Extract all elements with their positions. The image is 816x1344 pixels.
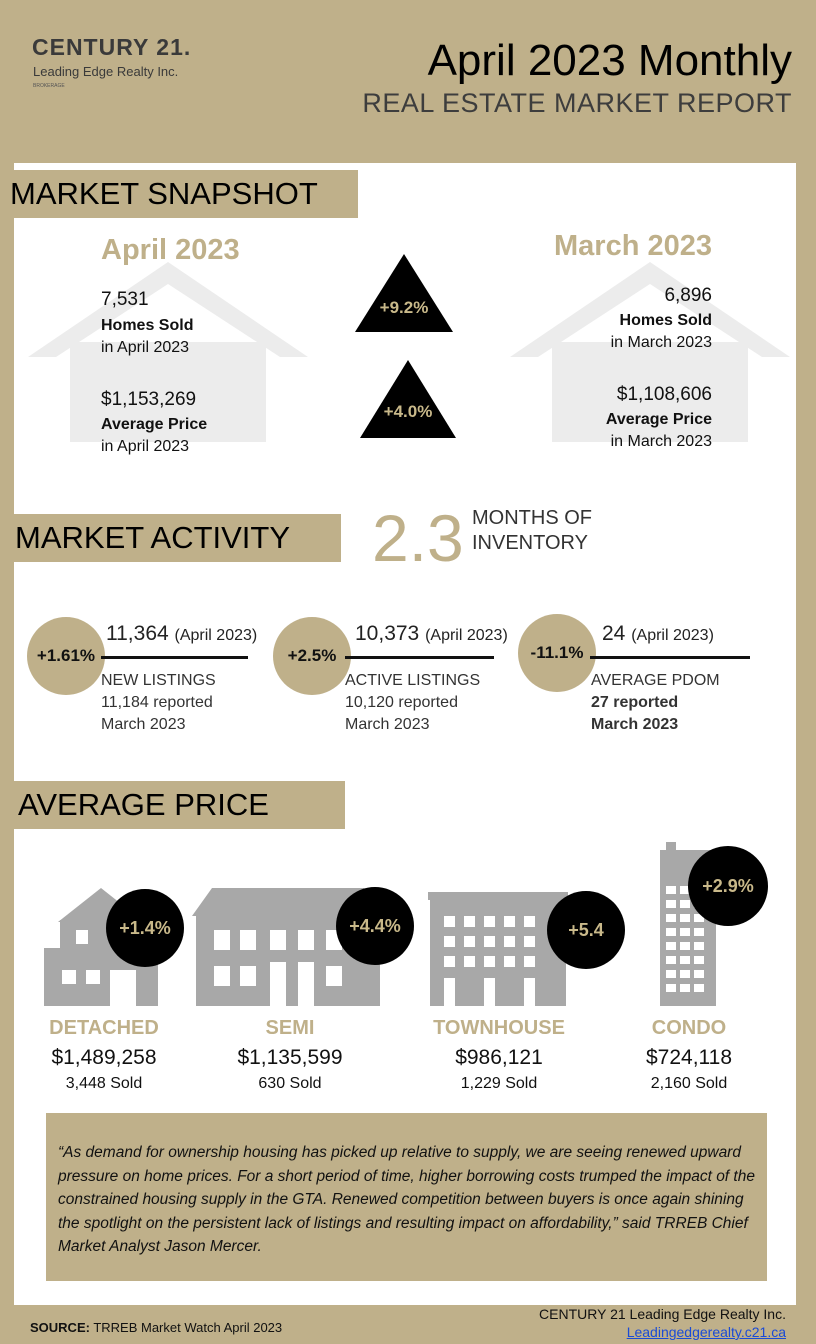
category-sold-semi: 630 Sold <box>258 1075 322 1092</box>
divider <box>590 656 750 659</box>
homes-sold-period: in April 2023 <box>101 339 190 356</box>
new-listings-label: NEW LISTINGS 11,184 reported March 2023 <box>101 670 216 736</box>
average-pdom-value: 24 (April 2023) <box>602 622 714 646</box>
change-circle-new-listings: +1.61% <box>27 617 105 695</box>
homes-sold-period: in March 2023 <box>610 334 712 351</box>
category-name-condo: CONDO <box>651 1017 727 1039</box>
change-circle-average-pdom: -11.1% <box>518 614 596 692</box>
new-listings-prev-period: March 2023 <box>101 716 186 733</box>
analyst-quote: “As demand for ownership housing has pic… <box>46 1113 767 1281</box>
change-circle-condo: +2.9% <box>688 846 768 926</box>
current-month-heading: April 2023 <box>101 234 240 266</box>
category-price-townhouse: $986,121 <box>455 1046 543 1069</box>
semi-house-icon <box>192 888 384 1006</box>
section-tab-market-activity: MARKET ACTIVITY <box>0 514 341 562</box>
moi-label-line-2: INVENTORY <box>472 532 588 554</box>
new-listings-prev: 11,184 reported <box>101 694 213 711</box>
change-homes-sold: +9.2% <box>379 298 429 317</box>
source-text: TRREB Market Watch April 2023 <box>89 1320 283 1335</box>
footer-website-link[interactable]: Leadingedgerealty.c21.ca <box>626 1324 786 1340</box>
average-pdom-label: AVERAGE PDOM 27 reported March 2023 <box>591 670 720 736</box>
active-listings-period: (April 2023) <box>425 627 508 644</box>
category-name-semi: SEMI <box>265 1017 315 1039</box>
category-price-condo: $724,118 <box>645 1046 733 1069</box>
up-triangle-icon <box>360 360 456 438</box>
avg-price-current: $1,153,269 <box>101 389 197 410</box>
average-pdom-number: 24 <box>602 622 626 645</box>
house-icon <box>510 262 790 442</box>
logo-wordmark: CENTURY 21. <box>32 34 192 60</box>
active-listings-value: 10,373 (April 2023) <box>355 622 508 646</box>
avg-price-label: Average Price <box>605 411 712 428</box>
change-circle-townhouse: +5.4 <box>547 891 625 969</box>
up-triangle-icon <box>355 254 453 332</box>
source-label: SOURCE: <box>30 1320 90 1335</box>
homes-sold-previous: 6,896 <box>664 285 712 306</box>
report-title: April 2023 Monthly <box>427 36 792 85</box>
average-pdom-period: (April 2023) <box>631 627 714 644</box>
average-pdom-title: AVERAGE PDOM <box>591 672 720 689</box>
category-name-detached: DETACHED <box>49 1017 159 1039</box>
active-listings-title: ACTIVE LISTINGS <box>345 672 481 689</box>
logo-brokerage: BROKERAGE <box>33 83 65 89</box>
logo-subtitle: Leading Edge Realty Inc. <box>33 64 179 79</box>
homes-sold-label: Homes Sold <box>619 312 712 329</box>
change-circle-active-listings: +2.5% <box>273 617 351 695</box>
category-price-detached: $1,489,258 <box>51 1046 157 1069</box>
category-sold-condo: 2,160 Sold <box>650 1075 728 1092</box>
avg-price-period: in April 2023 <box>101 438 190 455</box>
average-pdom-prev-period: March 2023 <box>591 716 679 733</box>
avg-price-label: Average Price <box>101 416 208 433</box>
months-of-inventory-label: MONTHS OF INVENTORY <box>472 506 612 556</box>
category-sold-townhouse: 1,229 Sold <box>460 1075 538 1092</box>
footer-company: CENTURY 21 Leading Edge Realty Inc. <box>539 1306 786 1322</box>
new-listings-period: (April 2023) <box>174 627 258 644</box>
months-of-inventory-value: 2.3 <box>372 501 464 575</box>
divider <box>101 656 248 659</box>
change-avg-price: +4.0% <box>383 402 433 421</box>
change-circle-detached: +1.4% <box>106 889 184 967</box>
new-listings-title: NEW LISTINGS <box>101 672 216 689</box>
avg-price-previous: $1,108,606 <box>616 384 712 405</box>
category-sold-detached: 3,448 Sold <box>65 1075 143 1092</box>
section-tab-average-price: AVERAGE PRICE <box>0 781 345 829</box>
category-price-semi: $1,135,599 <box>237 1046 343 1069</box>
average-pdom-prev: 27 reported <box>591 694 679 711</box>
new-listings-value: 11,364 (April 2023) <box>106 622 257 646</box>
homes-sold-label: Homes Sold <box>101 317 194 334</box>
divider <box>345 656 494 659</box>
homes-sold-current: 7,531 <box>101 289 149 310</box>
active-listings-label: ACTIVE LISTINGS 10,120 reported March 20… <box>345 670 480 736</box>
moi-label-line-1: MONTHS OF <box>472 507 592 529</box>
new-listings-number: 11,364 <box>106 622 169 645</box>
active-listings-prev-period: March 2023 <box>345 716 430 733</box>
active-listings-number: 10,373 <box>355 622 420 645</box>
change-circle-semi: +4.4% <box>336 887 414 965</box>
report-subtitle: REAL ESTATE MARKET REPORT <box>362 88 792 118</box>
source-citation: SOURCE: TRREB Market Watch April 2023 <box>30 1320 282 1335</box>
section-tab-market-snapshot: MARKET SNAPSHOT <box>0 170 358 218</box>
house-icon <box>28 262 308 442</box>
category-name-townhouse: TOWNHOUSE <box>433 1017 565 1039</box>
avg-price-period: in March 2023 <box>610 433 712 450</box>
previous-month-heading: March 2023 <box>554 230 712 262</box>
townhouse-icon <box>428 892 568 1006</box>
active-listings-prev: 10,120 reported <box>345 694 458 711</box>
